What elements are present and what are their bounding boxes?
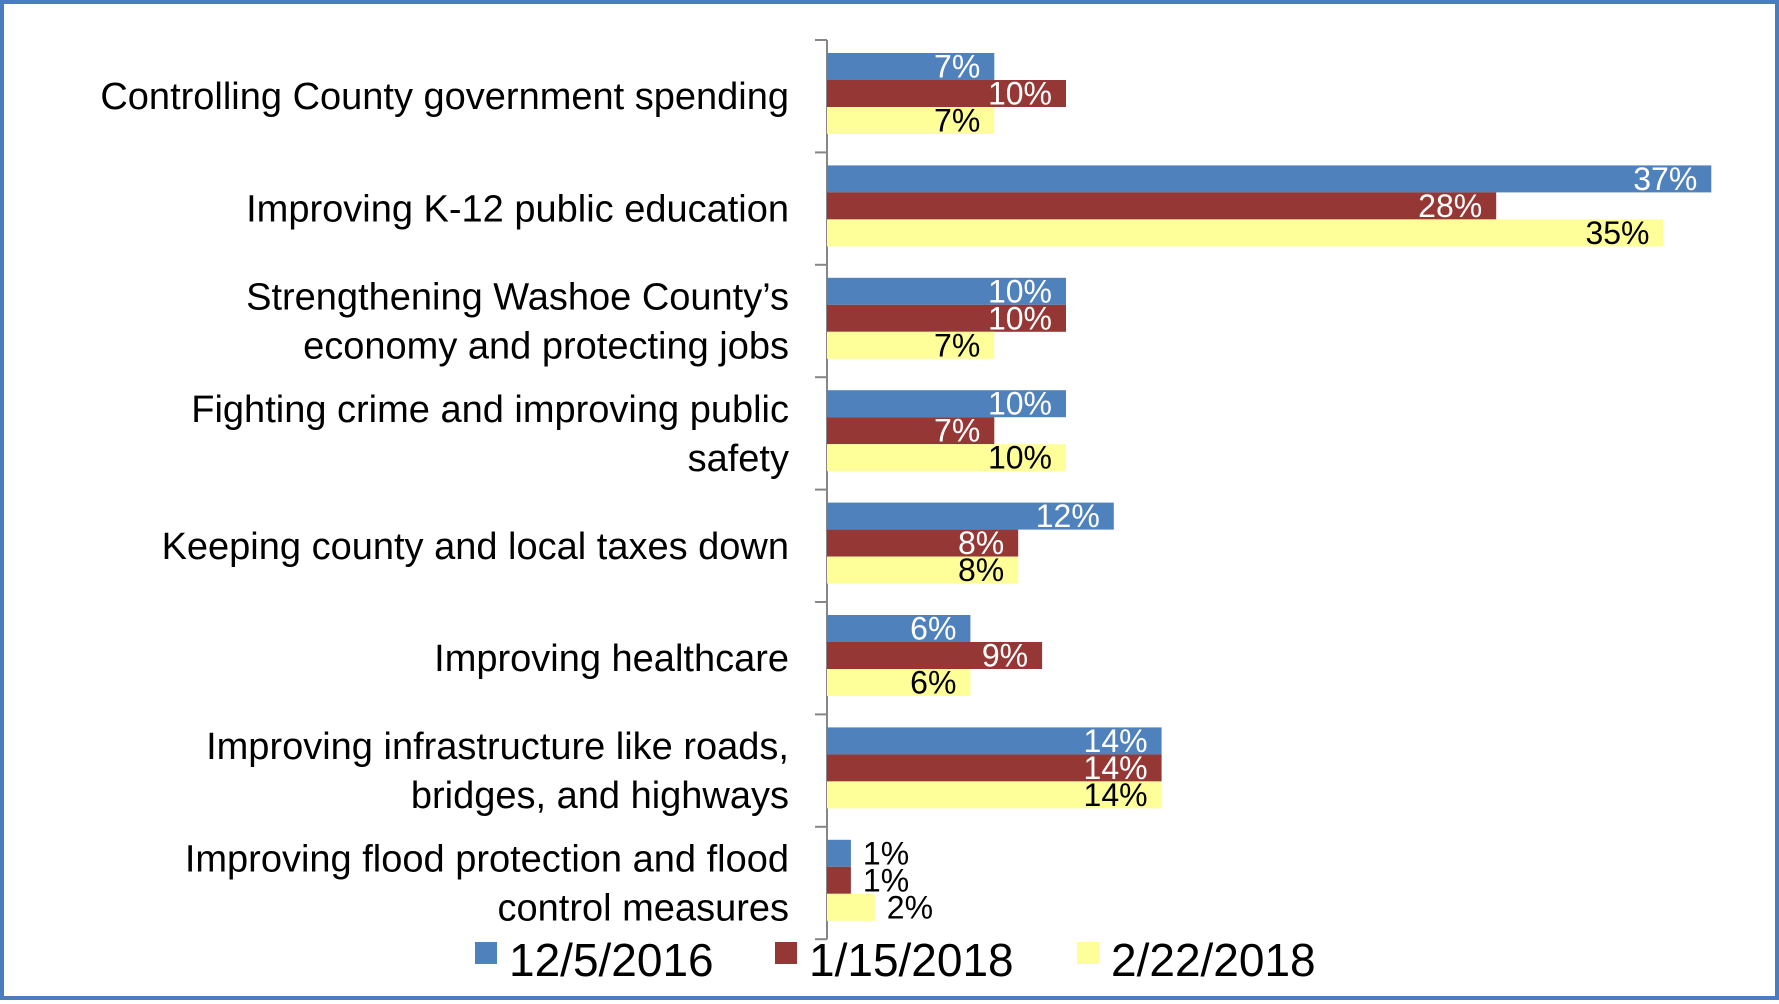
data-label: 10% (988, 386, 1052, 422)
legend-label: 12/5/2016 (509, 934, 714, 986)
legend: 12/5/2016 1/15/2018 2/22/2018 (475, 934, 1316, 986)
category-label-line: Improving flood protection and flood (185, 839, 789, 881)
category-label-line: Fighting crime and improving public (191, 389, 789, 431)
data-label: 7% (934, 413, 980, 449)
data-label: 8% (958, 552, 1004, 588)
bar (827, 839, 851, 867)
data-label: 14% (1084, 723, 1148, 759)
legend-swatch (475, 942, 497, 964)
bar (827, 615, 971, 642)
data-label: 8% (958, 525, 1004, 561)
category-label-line: control measures (498, 888, 789, 930)
category-label: Improving K-12 public education (246, 189, 789, 231)
bar (827, 417, 995, 445)
bar (827, 304, 1066, 332)
bar (827, 219, 1664, 247)
category-label-line: economy and protecting jobs (303, 326, 789, 368)
bar (827, 669, 971, 696)
data-label: 9% (982, 638, 1028, 674)
data-label: 10% (988, 300, 1052, 336)
bar (827, 502, 1114, 530)
bar (827, 80, 1066, 107)
category-labels: Controlling County government spending Im… (100, 76, 789, 929)
bar-chart: Controlling County government spending Im… (100, 39, 1712, 986)
bar (827, 53, 995, 80)
category-label: Improving flood protection and flood cont… (185, 839, 789, 930)
bar (827, 529, 1019, 557)
value-labels: 7%10%7%37%28%35%10%10%7%10%7%10%12%8%8%6… (863, 49, 1697, 926)
bar (827, 192, 1497, 220)
data-label: 28% (1418, 188, 1482, 224)
category-label-line: Improving infrastructure like roads, (206, 726, 789, 768)
data-label: 10% (988, 440, 1052, 476)
bar (827, 642, 1043, 669)
category-label: Improving healthcare (434, 638, 789, 680)
bar (827, 893, 875, 921)
legend-swatch (775, 942, 797, 964)
data-label: 6% (910, 665, 956, 701)
bar (827, 781, 1162, 809)
data-label: 6% (910, 611, 956, 647)
bar (827, 107, 995, 134)
bar (827, 556, 1019, 584)
data-label: 7% (934, 327, 980, 363)
category-label: Fighting crime and improving public safet… (191, 389, 789, 480)
data-label: 1% (863, 835, 909, 871)
data-label: 37% (1633, 161, 1697, 197)
data-label: 10% (988, 76, 1052, 112)
bar (827, 277, 1066, 305)
bar (827, 866, 851, 894)
bars (827, 53, 1712, 921)
legend-label: 2/22/2018 (1111, 934, 1316, 986)
data-label: 12% (1036, 498, 1100, 534)
category-label-line: safety (688, 438, 789, 480)
category-label-line: Strengthening Washoe County’s (246, 277, 789, 319)
bar (827, 331, 995, 359)
data-label: 10% (988, 273, 1052, 309)
bar (827, 444, 1066, 472)
data-label: 14% (1084, 750, 1148, 786)
category-label: Improving infrastructure like roads, brid… (206, 726, 789, 817)
category-label: Keeping county and local taxes down (162, 526, 789, 568)
data-label: 7% (934, 49, 980, 85)
data-label: 7% (934, 103, 980, 139)
data-label: 2% (887, 889, 933, 925)
category-label: Controlling County government spending (100, 76, 789, 118)
category-label: Strengthening Washoe County’s economy and… (246, 277, 789, 368)
data-label: 1% (863, 862, 909, 898)
category-label-line: bridges, and highways (411, 775, 789, 817)
bar (827, 727, 1162, 755)
data-label: 35% (1585, 215, 1649, 251)
legend-label: 1/15/2018 (809, 934, 1014, 986)
bar (827, 754, 1162, 782)
bar (827, 165, 1712, 193)
bar (827, 390, 1066, 418)
data-label: 14% (1084, 777, 1148, 813)
axis-layer (815, 39, 828, 941)
legend-swatch (1077, 942, 1099, 964)
